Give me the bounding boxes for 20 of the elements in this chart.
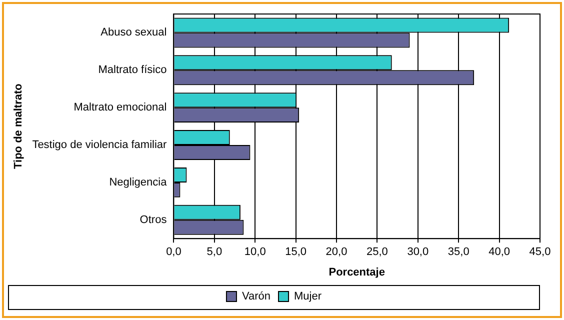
y-tick-label: Testigo de violencia familiar (32, 139, 168, 152)
y-tick-label: Otros (140, 214, 168, 226)
y-axis-title: Tipo de maltrato (12, 83, 25, 169)
x-axis-title: Porcentaje (328, 266, 385, 278)
legend-label: Mujer (294, 290, 322, 303)
x-tick-label: 45,0 (529, 246, 551, 258)
x-tick-label: 40,0 (488, 246, 510, 258)
y-tick-label: Maltrato físico (98, 64, 167, 76)
x-tick-label: 25,0 (366, 246, 388, 258)
x-tick-label: 35,0 (448, 246, 470, 258)
x-tick-label: 0,0 (166, 246, 182, 258)
x-tick-label: 30,0 (407, 246, 429, 258)
x-tick-label: 15,0 (285, 246, 307, 258)
x-tick-label: 10,0 (244, 246, 266, 258)
x-tick-label: 20,0 (326, 246, 348, 258)
y-tick-label: Maltrato emocional (74, 102, 167, 114)
x-tick-label: 5,0 (206, 246, 222, 258)
legend-label: Varón (242, 290, 271, 303)
y-tick-label: Abuso sexual (100, 26, 167, 39)
y-tick-label: Negligencia (109, 176, 168, 188)
